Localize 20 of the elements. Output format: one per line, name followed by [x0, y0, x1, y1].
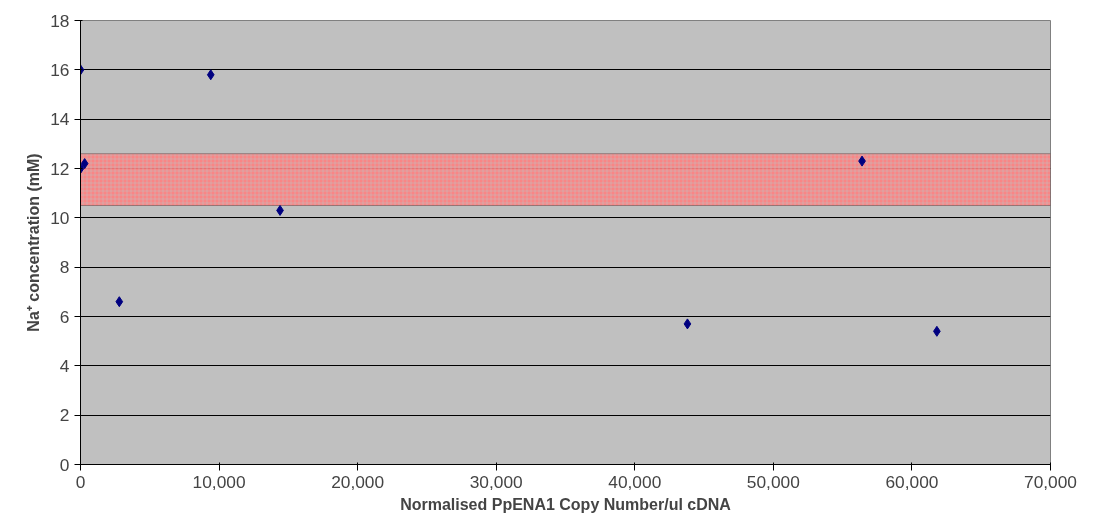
y-tick-label: 14	[50, 109, 70, 130]
x-tick-label: 20,000	[331, 471, 385, 492]
x-tick-label: 10,000	[192, 471, 246, 492]
x-tick-label: 60,000	[885, 471, 939, 492]
x-tick-label: 50,000	[746, 471, 800, 492]
y-tick-label: 2	[59, 405, 70, 426]
y-tick-label: 6	[59, 306, 70, 327]
x-tick-label: 40,000	[608, 471, 662, 492]
y-axis-title: Na⁺ concentration (mM)	[25, 153, 43, 332]
y-tick-label: 0	[59, 454, 70, 475]
y-tick-label: 18	[50, 10, 70, 31]
x-tick-label: 30,000	[469, 471, 523, 492]
y-tick-label: 8	[59, 257, 70, 278]
y-tick-label: 4	[59, 355, 70, 376]
x-axis-title: Normalised PpENA1 Copy Number/ul cDNA	[400, 495, 732, 513]
x-tick-label: 0	[75, 471, 86, 492]
y-tick-label: 10	[50, 207, 70, 228]
y-tick-label: 12	[50, 158, 70, 179]
y-tick-label: 16	[50, 59, 70, 80]
x-tick-label: 70,000	[1024, 471, 1077, 492]
